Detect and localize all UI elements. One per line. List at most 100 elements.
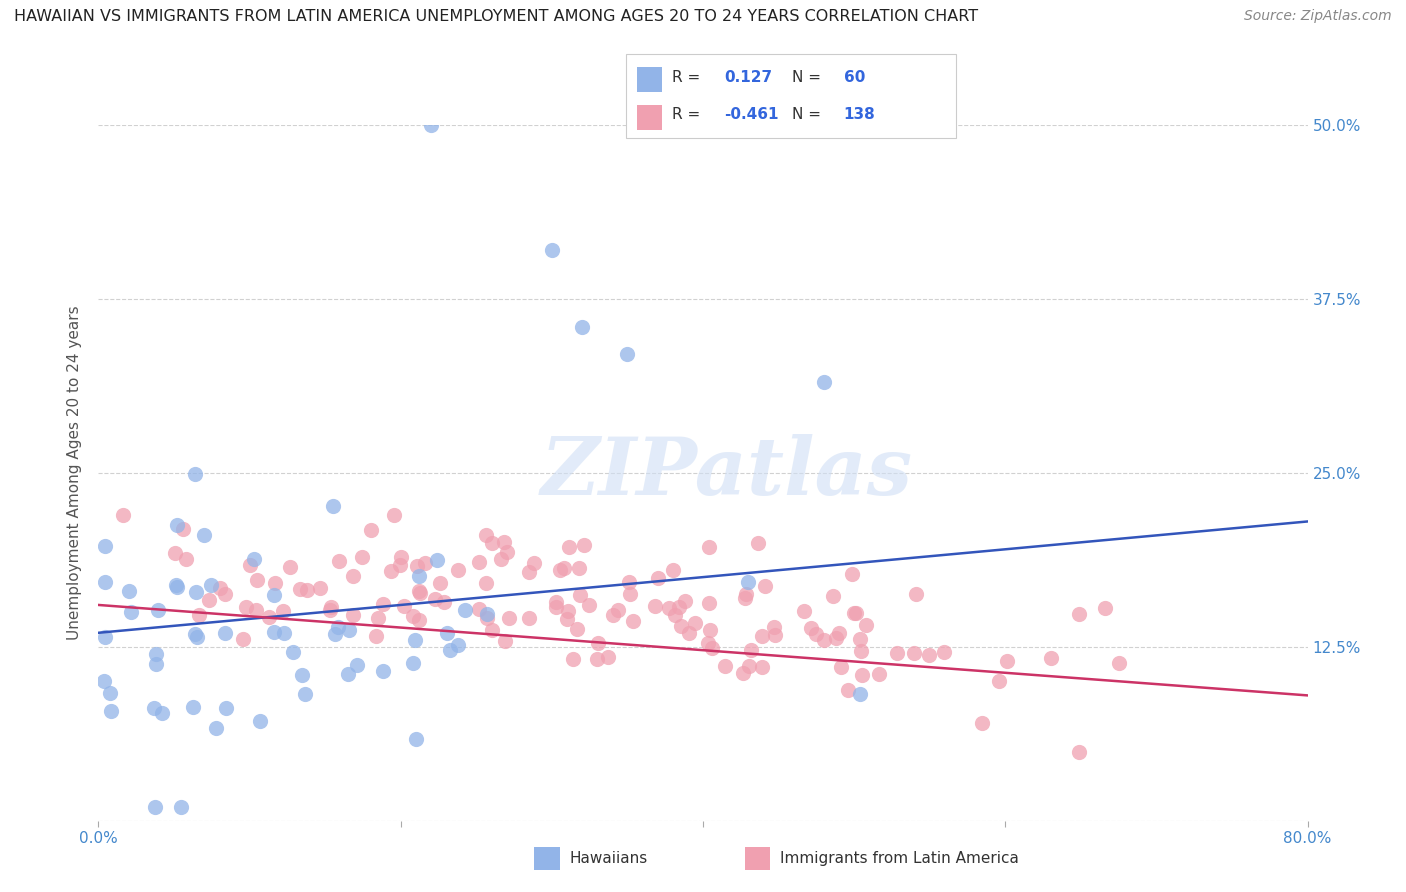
Point <box>172 522 194 536</box>
Point <box>806 627 828 641</box>
Point <box>382 508 405 522</box>
Point <box>851 668 873 682</box>
Point <box>94 539 117 553</box>
Point <box>420 118 443 132</box>
Point <box>243 552 266 566</box>
Point <box>498 610 520 624</box>
Point <box>319 603 342 617</box>
Point <box>447 638 470 652</box>
Point <box>481 623 503 637</box>
Point <box>569 588 592 602</box>
Point <box>326 620 349 634</box>
Point <box>827 626 849 640</box>
Point <box>143 799 166 814</box>
Point <box>886 646 908 660</box>
Point <box>166 517 188 532</box>
Point <box>825 631 848 645</box>
Point <box>215 701 238 715</box>
Point <box>439 642 461 657</box>
Point <box>281 645 304 659</box>
Point <box>571 319 593 334</box>
Point <box>352 550 374 565</box>
Point <box>553 561 575 575</box>
Point <box>475 607 498 621</box>
Point <box>763 620 786 634</box>
Point <box>214 587 236 601</box>
Point <box>987 673 1010 688</box>
Point <box>697 596 720 610</box>
Point <box>425 591 447 606</box>
Point <box>619 574 641 589</box>
Point <box>176 551 198 566</box>
Point <box>271 604 294 618</box>
Point <box>540 243 562 257</box>
Point <box>184 626 207 640</box>
Point <box>165 578 187 592</box>
Point <box>1039 651 1062 665</box>
Point <box>813 633 835 648</box>
Point <box>763 627 786 641</box>
Point <box>813 376 835 390</box>
Point <box>208 582 231 596</box>
Point <box>578 598 600 612</box>
Point <box>747 536 769 550</box>
Point <box>841 567 863 582</box>
Text: N =: N = <box>792 107 821 122</box>
Point <box>405 732 427 747</box>
Point <box>586 652 609 666</box>
Point <box>186 585 208 599</box>
Point <box>751 629 773 643</box>
Point <box>647 571 669 585</box>
Point <box>664 607 686 622</box>
Point <box>186 630 208 644</box>
Point <box>100 704 122 718</box>
Y-axis label: Unemployment Among Ages 20 to 24 years: Unemployment Among Ages 20 to 24 years <box>67 305 83 640</box>
Point <box>558 540 581 554</box>
Point <box>557 604 579 618</box>
Point <box>371 597 394 611</box>
Point <box>855 618 877 632</box>
Point <box>392 599 415 613</box>
Point <box>408 568 430 582</box>
Point <box>740 643 762 657</box>
Point <box>606 603 628 617</box>
Point <box>200 577 222 591</box>
Point <box>830 660 852 674</box>
Point <box>972 716 994 731</box>
Point <box>669 619 692 633</box>
Point <box>544 600 567 615</box>
Text: -0.461: -0.461 <box>724 107 779 122</box>
Point <box>468 602 491 616</box>
Point <box>1108 656 1130 670</box>
Point <box>662 563 685 577</box>
Point <box>413 556 436 570</box>
Point <box>494 634 516 648</box>
Point <box>616 347 638 361</box>
Point <box>586 635 609 649</box>
Point <box>278 560 301 574</box>
Point <box>204 721 226 735</box>
Point <box>235 599 257 614</box>
Point <box>1069 607 1091 621</box>
Point <box>193 528 215 542</box>
Point <box>319 599 342 614</box>
Point <box>322 499 344 513</box>
Point <box>837 683 859 698</box>
Point <box>408 584 430 599</box>
Point <box>447 563 470 577</box>
Point <box>181 699 204 714</box>
Point <box>477 611 499 625</box>
Point <box>111 508 134 522</box>
Text: R =: R = <box>672 107 700 122</box>
Point <box>170 799 193 814</box>
Point <box>166 581 188 595</box>
Point <box>491 551 513 566</box>
Point <box>737 574 759 589</box>
Point <box>905 587 928 601</box>
Point <box>1067 745 1090 759</box>
Point <box>263 624 285 639</box>
Point <box>621 614 644 628</box>
Point <box>389 549 412 564</box>
Point <box>849 643 872 657</box>
Point <box>214 626 236 640</box>
